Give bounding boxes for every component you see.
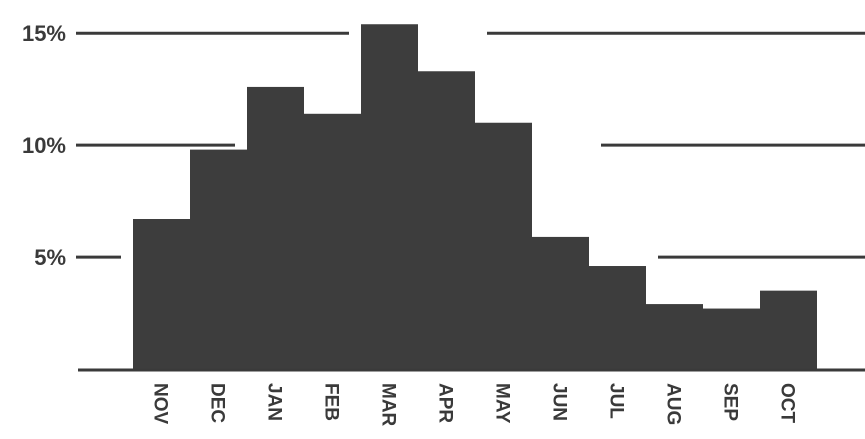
- category-label-oct: OCT: [777, 383, 798, 424]
- category-label-mar: MAR: [378, 383, 399, 427]
- category-label-may: MAY: [492, 383, 513, 424]
- category-label-feb: FEB: [321, 383, 342, 421]
- bars: [133, 24, 817, 370]
- bar-aug: [646, 304, 703, 369]
- bar-apr: [418, 71, 475, 369]
- gridlines: [76, 31, 865, 259]
- y-tick-label-15: 15%: [22, 21, 66, 46]
- y-tick-label-5: 5%: [34, 245, 66, 270]
- bar-jul: [589, 266, 646, 369]
- category-label-aug: AUG: [663, 383, 684, 425]
- y-tick-labels: 5% 10% 15%: [22, 21, 66, 270]
- category-label-sep: SEP: [720, 383, 741, 421]
- bar-sep: [703, 308, 760, 369]
- category-label-nov: NOV: [150, 383, 171, 425]
- category-label-dec: DEC: [207, 383, 228, 423]
- y-tick-label-10: 10%: [22, 133, 66, 158]
- bar-mar: [361, 24, 418, 370]
- category-label-jun: JUN: [549, 383, 570, 421]
- category-label-apr: APR: [435, 383, 456, 423]
- bar-nov: [133, 219, 190, 369]
- bar-jun: [532, 236, 589, 369]
- bar-feb: [304, 113, 361, 369]
- bar-dec: [190, 149, 247, 369]
- category-label-jan: JAN: [264, 383, 285, 421]
- category-label-jul: JUL: [606, 383, 627, 419]
- bar-may: [475, 122, 532, 369]
- category-labels: NOV DEC JAN FEB MAR APR MAY JUN JUL AUG SEP OCT: [150, 383, 798, 427]
- bar-jan: [247, 86, 304, 369]
- bar-oct: [760, 290, 817, 369]
